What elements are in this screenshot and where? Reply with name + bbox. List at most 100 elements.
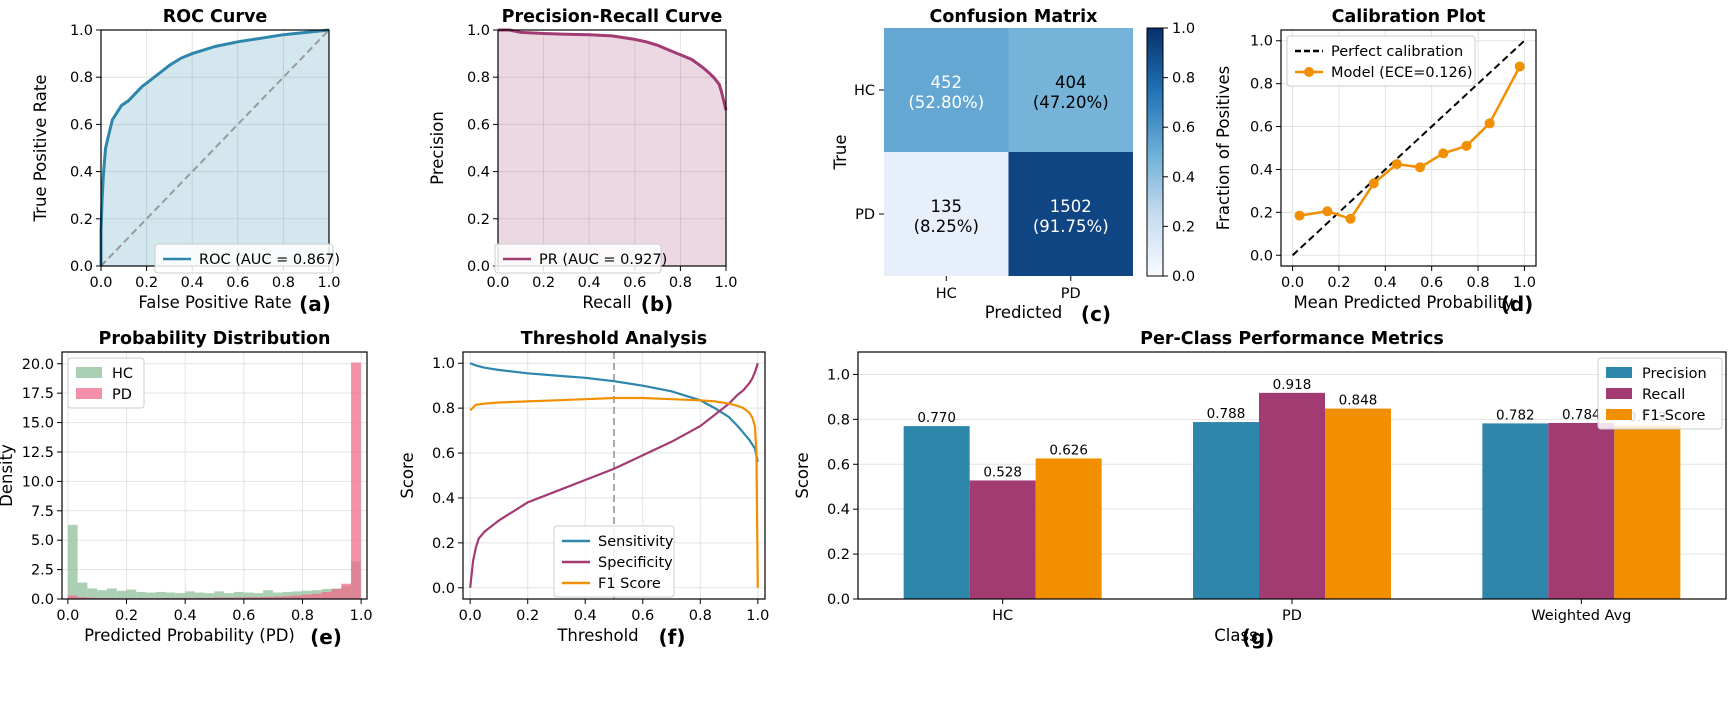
chart-title: Probability Distribution — [99, 329, 331, 349]
hist-bar — [243, 597, 254, 599]
chart-title: Calibration Plot — [1332, 7, 1486, 27]
panel-f: 0.0 0.2 0.4 0.6 0.8 1.0 0.0 0.2 0.4 0.6 0.8 1.0 Thre… — [398, 329, 769, 649]
x-tick-label: 0.8 — [291, 608, 314, 624]
x-tick-label: 0.0 — [486, 275, 509, 291]
x-tick-label: 0.6 — [631, 608, 654, 624]
panel-letter: (e) — [310, 625, 342, 649]
x-tick-label: 0.0 — [459, 608, 482, 624]
x-axis-label: Mean Predicted Probability — [1293, 293, 1513, 312]
x-tick-label: 0.6 — [226, 275, 249, 291]
bar-recall — [1548, 422, 1615, 599]
bar-f1-score — [1035, 458, 1102, 599]
legend-swatch — [76, 388, 102, 399]
hist-bar — [175, 593, 186, 599]
y-tick-label: 0.8 — [827, 412, 850, 428]
y-tick-label: 7.5 — [31, 504, 54, 520]
hist-bar — [263, 596, 273, 599]
y-axis-label: Score — [793, 452, 812, 498]
x-tick-label: 1.0 — [317, 275, 340, 291]
chart-title: Per-Class Performance Metrics — [1140, 329, 1444, 349]
bar-value-label: 0.626 — [1049, 442, 1088, 458]
cell-percent: (8.25%) — [914, 217, 979, 236]
y-tick-label: 17.5 — [22, 386, 54, 402]
colorbar-tick-label: 1.0 — [1172, 21, 1195, 37]
hist-bar — [214, 597, 225, 599]
panel-letter: (g) — [1242, 625, 1275, 649]
hist-bar — [282, 596, 293, 599]
legend-label: Perfect calibration — [1331, 44, 1463, 60]
x-tick-label: 0.4 — [1374, 275, 1397, 291]
legend-label: Model (ECE=0.126) — [1331, 65, 1473, 81]
x-axis-label: False Positive Rate — [138, 293, 291, 312]
y-tick-label: HC — [854, 83, 875, 99]
matrix-cell — [884, 152, 1009, 276]
legend-label: F1-Score — [1642, 408, 1705, 424]
hist-bar — [224, 593, 234, 599]
calibration-point — [1415, 162, 1426, 173]
y-tick-label: 1.0 — [467, 23, 490, 39]
hist-bar — [106, 588, 117, 599]
axes-frame — [462, 351, 766, 600]
y-tick-label: 1.0 — [827, 367, 850, 383]
y-tick-label: 15.0 — [22, 416, 54, 432]
legend-box — [494, 243, 662, 274]
legend-swatch — [1606, 388, 1632, 399]
roc-line — [99, 28, 330, 266]
calibration-point — [1438, 148, 1449, 159]
y-tick-label: 0.2 — [467, 212, 490, 228]
colorbar-tick-label: 0.6 — [1172, 120, 1195, 136]
colorbar-tick-label: 0.4 — [1172, 170, 1195, 186]
x-tick-label: 0.2 — [516, 608, 539, 624]
y-tick-label: 0.8 — [70, 70, 93, 86]
y-tick-label: 0.4 — [1250, 162, 1273, 178]
panel-a: 0.0 0.2 0.4 0.6 0.8 1.0 0.0 0.2 0.4 0.6 0.8 1.0 ROC … — [31, 7, 341, 316]
y-tick-label: 0.6 — [467, 117, 490, 133]
x-tick-label: HC — [992, 608, 1013, 624]
pr-line — [498, 28, 728, 111]
hist-bar — [67, 524, 78, 599]
cell-percent: (91.75%) — [1033, 217, 1109, 236]
colorbar-tick-label: 0.0 — [1172, 269, 1195, 285]
x-tick-label: 0.8 — [689, 608, 712, 624]
hist-bar — [292, 595, 303, 599]
hist-bar — [224, 597, 234, 599]
y-tick-label: 0.2 — [1250, 205, 1273, 221]
hist-bar — [312, 593, 322, 599]
hist-bar — [67, 595, 78, 599]
y-axis-label: Density — [0, 444, 16, 507]
bar-precision — [1482, 423, 1549, 599]
y-tick-label: 1.0 — [70, 23, 93, 39]
x-tick-label: 0.4 — [574, 608, 597, 624]
y-tick-label: 0.6 — [1250, 120, 1273, 136]
cell-count: 452 — [931, 73, 963, 92]
hist-bar — [272, 596, 283, 599]
legend-box — [154, 243, 334, 274]
calibration-point — [1514, 61, 1525, 72]
hist-bar — [145, 592, 156, 599]
calibration-point — [1368, 178, 1379, 189]
y-tick-label: 0.4 — [827, 502, 850, 518]
matrix-cell — [1008, 152, 1133, 276]
hist-bar — [77, 597, 88, 599]
y-axis-label: True Positive Rate — [31, 75, 50, 223]
legend-label: PR (AUC = 0.927) — [539, 252, 667, 268]
hist-bar — [155, 591, 166, 599]
chart-title: Threshold Analysis — [521, 329, 707, 349]
hist-bar — [194, 592, 205, 599]
y-tick-label: 0.6 — [827, 457, 850, 473]
hist-bar — [321, 591, 332, 599]
x-tick-label: PD — [1282, 608, 1302, 624]
hist-bar — [302, 594, 313, 599]
y-tick-label: 0.6 — [432, 446, 455, 462]
calibration-point — [1484, 118, 1495, 129]
perfect-calibration-line — [1291, 39, 1526, 257]
hist-bar — [97, 590, 107, 599]
colorbar-tick-label: 0.2 — [1172, 219, 1195, 235]
cell-count: 404 — [1055, 73, 1087, 92]
y-tick-label: 5.0 — [31, 533, 54, 549]
hist-bar — [126, 589, 137, 599]
hist-bar — [282, 591, 293, 599]
chart-title: ROC Curve — [163, 7, 268, 27]
y-tick-label: 0.2 — [827, 547, 850, 563]
legend-marker — [1304, 67, 1314, 77]
